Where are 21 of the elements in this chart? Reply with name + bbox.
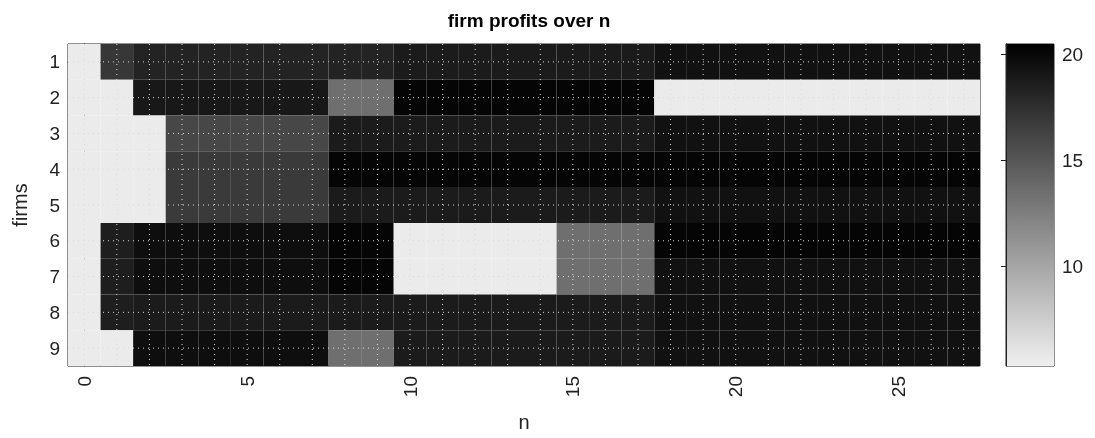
y-tick-label: 4: [49, 158, 61, 180]
chart-title: firm profits over n: [447, 10, 611, 31]
color-bar-label: 10: [1062, 255, 1084, 277]
y-tick-label: 3: [49, 122, 60, 144]
y-tick-label: 2: [49, 87, 60, 109]
x-tick-label: 25: [888, 376, 910, 398]
y-tick-label: 7: [49, 266, 60, 288]
y-axis-title: firms: [9, 183, 31, 227]
x-tick-label: 10: [399, 376, 421, 398]
x-tick-label: 20: [725, 376, 747, 398]
x-axis-title: n: [518, 411, 530, 433]
x-tick-label: 15: [562, 376, 584, 398]
color-bar-label: 15: [1062, 150, 1084, 172]
x-tick-label: 0: [73, 376, 95, 387]
y-tick-label: 1: [49, 51, 60, 73]
y-tick-label: 6: [49, 230, 60, 252]
y-tick-label: 5: [49, 194, 60, 216]
x-tick-label: 5: [236, 376, 258, 387]
y-tick-label: 8: [49, 301, 60, 323]
y-tick-label: 9: [49, 337, 60, 359]
color-bar-label: 20: [1062, 44, 1084, 66]
